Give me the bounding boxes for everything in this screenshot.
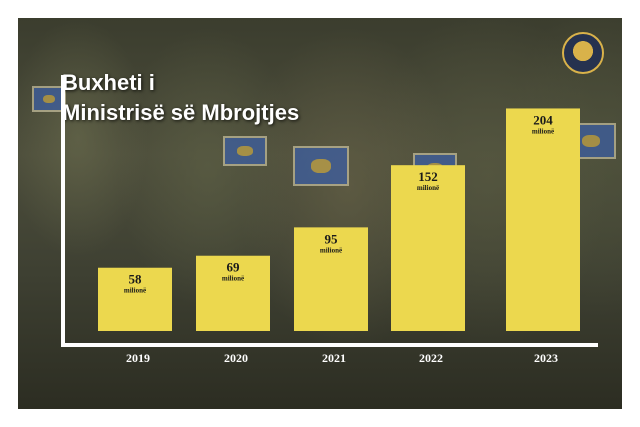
- data-label-2020: 69: [227, 260, 241, 275]
- data-label-unit-2021: milionë: [320, 246, 342, 254]
- data-label-unit-2019: milionë: [124, 287, 146, 295]
- bar-2019: [98, 267, 172, 331]
- data-label-2021: 95: [325, 231, 339, 246]
- title-line-1: Buxheti i: [62, 70, 155, 95]
- bar-2021: [294, 227, 368, 331]
- data-label-unit-2023: milionë: [532, 127, 554, 135]
- data-label-2022: 152: [418, 169, 438, 184]
- bar-2022: [391, 165, 465, 331]
- emblem-icon: [562, 32, 604, 74]
- x-tick-label-2022: 2022: [419, 351, 443, 365]
- x-tick-label-2019: 2019: [126, 351, 150, 365]
- x-tick-label-2021: 2021: [322, 351, 346, 365]
- x-tick-label-2023: 2023: [534, 351, 558, 365]
- bar-2023: [506, 108, 580, 331]
- chart-title: Buxheti i Ministrisë së Mbrojtjes: [62, 68, 299, 128]
- data-label-2019: 58: [129, 272, 143, 287]
- bar-2020: [196, 255, 270, 331]
- title-line-2: Ministrisë së Mbrojtjes: [62, 100, 300, 125]
- flag-patch: [293, 146, 349, 186]
- flag-patch: [223, 136, 267, 166]
- data-label-2023: 204: [533, 112, 553, 127]
- data-label-unit-2020: milionë: [222, 275, 244, 283]
- x-tick-label-2020: 2020: [224, 351, 248, 365]
- data-label-unit-2022: milionë: [417, 184, 439, 192]
- flag-patch: [32, 86, 66, 112]
